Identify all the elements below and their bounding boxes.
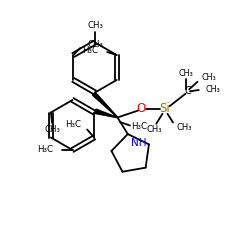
Text: CH₃: CH₃ — [202, 73, 217, 82]
Text: CH₃: CH₃ — [87, 40, 103, 49]
Text: CH₃: CH₃ — [147, 125, 162, 134]
Text: CH₃: CH₃ — [44, 125, 60, 134]
Text: CH₃: CH₃ — [206, 86, 220, 94]
Polygon shape — [95, 109, 118, 118]
Text: O: O — [136, 102, 146, 115]
Text: H₃C: H₃C — [65, 120, 81, 129]
Text: C: C — [184, 86, 191, 96]
Text: NH: NH — [132, 138, 147, 148]
Text: H₃C: H₃C — [131, 122, 147, 131]
Text: CH₃: CH₃ — [87, 21, 103, 30]
Polygon shape — [92, 92, 118, 118]
Text: CH₃: CH₃ — [179, 69, 194, 78]
Text: H₃C: H₃C — [37, 146, 53, 154]
Text: CH₃: CH₃ — [176, 123, 192, 132]
Text: H₃C: H₃C — [82, 46, 98, 55]
Text: Si: Si — [160, 102, 170, 115]
